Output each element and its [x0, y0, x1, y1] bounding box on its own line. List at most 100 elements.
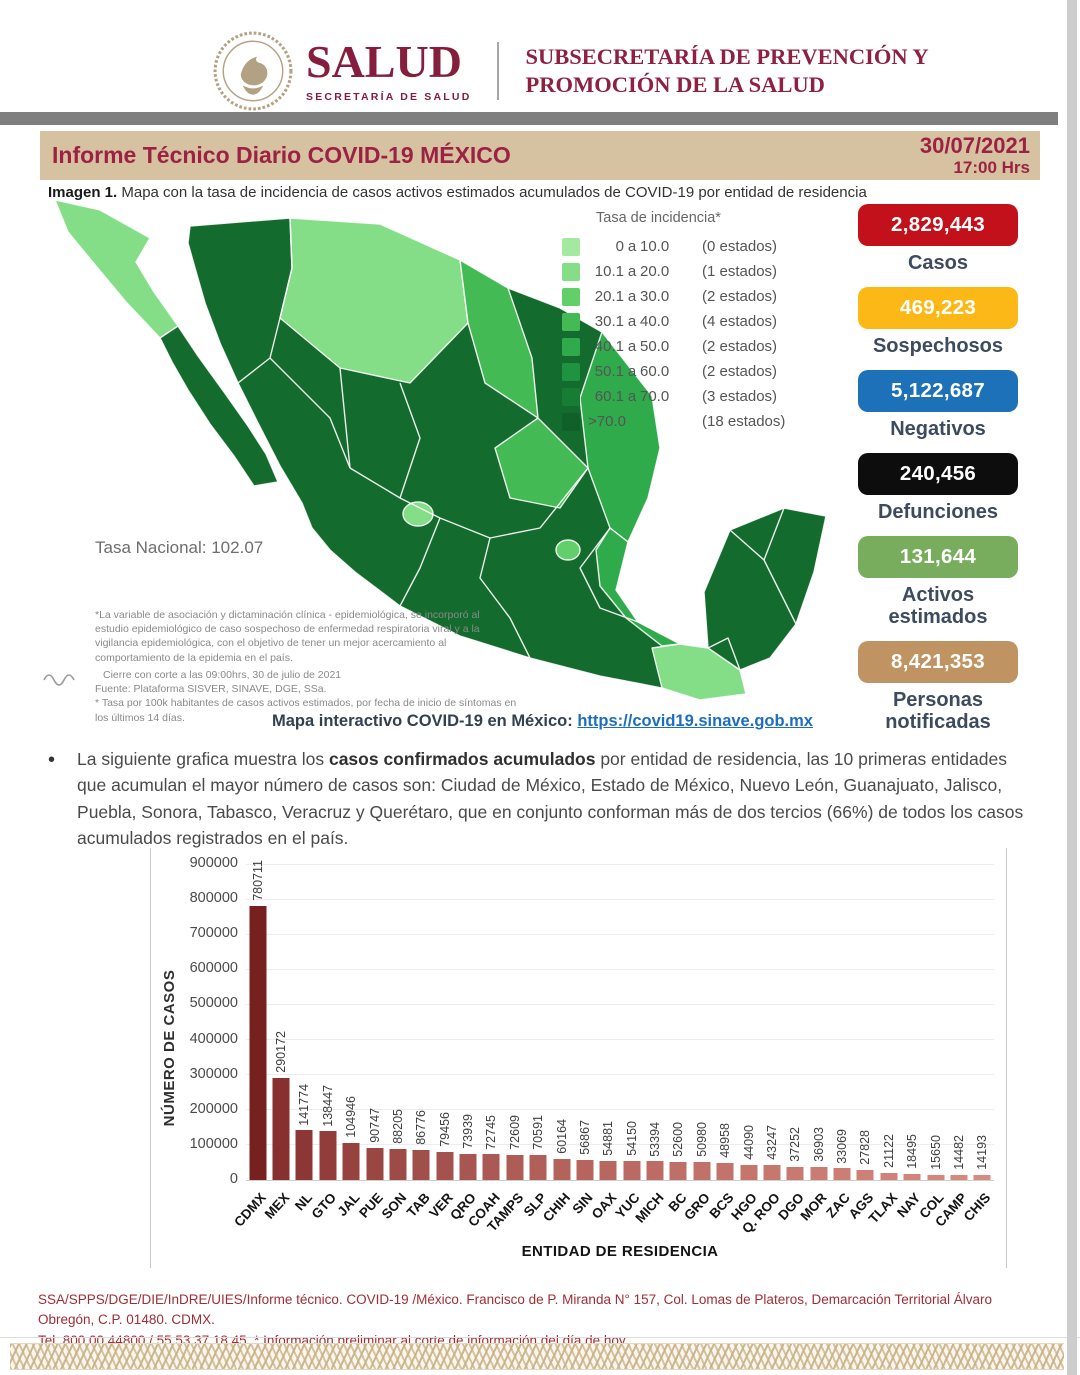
bar-category-label: MEX [261, 1190, 293, 1222]
sinave-link[interactable]: https://covid19.sinave.gob.mx [577, 712, 813, 730]
bar-value-label: 60164 [554, 1119, 569, 1154]
chart-gridline [246, 898, 994, 900]
bar-category-label: PUE [355, 1190, 386, 1221]
bar-value-label: 138447 [320, 1084, 335, 1127]
subsecretaria-title: SUBSECRETARÍA DE PREVENCIÓN Y PROMOCIÓN … [525, 43, 928, 99]
legend-row: 60.1 a 70.0 (3 estados) [562, 384, 802, 409]
gray-divider-bar [0, 112, 1058, 125]
bar-Q. ROO [763, 1164, 781, 1180]
bar-value-label: 52600 [671, 1121, 686, 1157]
bar-COAH [482, 1154, 500, 1180]
chart-column: 56867 SIN [570, 864, 596, 1216]
map-footnote-tasa: * Tasa por 100k habitantes de casos acti… [95, 697, 517, 724]
bar-DGO [786, 1166, 804, 1180]
legend-row: 50.1 a 60.0 (2 estados) [562, 359, 802, 384]
bar-category-label: GRO [681, 1190, 713, 1223]
legend-swatch [562, 262, 580, 281]
bar-ZAC [833, 1168, 851, 1180]
bar-value-label: 37252 [788, 1127, 803, 1162]
legend-row: >70.0 (18 estados) [562, 409, 802, 434]
chart-column: 60164 CHIH [539, 864, 573, 1224]
bar-value-label: 21122 [881, 1133, 896, 1168]
legend-swatch [562, 387, 580, 406]
legend-row: 20.1 a 30.0 (2 estados) [562, 284, 802, 309]
legend-rows: 0 a 10.0 (0 estados) 10.1 a 20.0 (1 estados) 20.… [562, 234, 802, 434]
bar-value-label: 18495 [905, 1133, 920, 1169]
chart-column: 33069 ZAC [823, 864, 853, 1221]
bar-value-label: 14193 [975, 1135, 990, 1171]
chart-column: 138447 GTO [308, 864, 339, 1222]
chart-column: 14193 CHIS [961, 864, 994, 1224]
stat-label: Negativos [890, 418, 986, 440]
legend-state-count: (0 estados) [702, 238, 778, 255]
salud-seal-icon [213, 31, 293, 111]
bar-GRO [693, 1162, 711, 1180]
stat-badge: 8,421,353 [858, 641, 1018, 683]
stat-item: 240,456 Defunciones [858, 453, 1018, 523]
map-legend: Tasa de incidencia* 0 a 10.0 (0 estados) 10.… [562, 210, 802, 434]
stat-badge: 2,829,443 [858, 204, 1018, 246]
subsecretaria-line2: PROMOCIÓN DE LA SALUD [525, 72, 825, 97]
bar-value-label: 14482 [951, 1135, 966, 1170]
legend-row: 40.1 a 50.0 (2 estados) [562, 334, 802, 359]
chart-column: 90747 PUE [356, 864, 386, 1220]
chart-column: 14482 CAMP [932, 864, 970, 1229]
footer-rule [0, 1337, 1080, 1338]
map-aguascalientes [402, 501, 434, 527]
bar-QRO [459, 1154, 477, 1180]
legend-range-from: 0 [615, 238, 624, 255]
chart-column: 43247 Q. ROO [739, 864, 783, 1236]
legend-state-count: (3 estados) [702, 388, 778, 405]
chart-gridline [246, 1074, 994, 1076]
chart-y-tick: 300000 [189, 1065, 238, 1082]
bar-value-label: 290172 [274, 1031, 289, 1074]
bar-value-label: 50980 [694, 1122, 709, 1158]
legend-range-to: 40.0 [640, 313, 670, 330]
legend-range-sep: a [627, 313, 637, 330]
legend-range-to: 70.0 [640, 388, 670, 405]
bar-AGS [856, 1170, 874, 1180]
bar-category-label: SON [378, 1190, 410, 1222]
cases-bar-chart: NÚMERO DE CASOS 0 100000 200000 300000 40000… [150, 848, 1007, 1268]
summary-segment: La siguiente grafica muestra los [77, 749, 329, 769]
subsecretaria-line1: SUBSECRETARÍA DE PREVENCIÓN Y [525, 43, 929, 69]
legend-range-to: 50.0 [640, 338, 670, 355]
summary-paragraph: • La siguiente grafica muestra los casos… [48, 746, 1040, 851]
chart-y-tick: 0 [229, 1171, 238, 1187]
bar-value-label: 44090 [741, 1124, 756, 1160]
brand-block: SALUD SECRETARÍA DE SALUD [306, 39, 471, 104]
legend-range-from: 30.1 [594, 313, 624, 330]
chart-y-tick: 500000 [189, 995, 238, 1012]
bar-TLAX [880, 1172, 898, 1180]
stat-item: 469,223 Sospechosos [858, 287, 1018, 357]
chart-column: 27828 AGS [846, 864, 877, 1221]
page-title: Informe Técnico Diario COVID-19 MÉXICO [52, 142, 511, 168]
bar-value-label: 72609 [507, 1114, 522, 1150]
stat-badge: 469,223 [858, 287, 1018, 329]
legend-range-sep: a [627, 363, 637, 380]
chart-gridline [246, 1144, 994, 1146]
legend-range-from: 10.1 [594, 263, 624, 280]
chart-y-tick: 100000 [189, 1135, 238, 1152]
bar-category-label: CHIS [960, 1190, 994, 1225]
bar-value-label: 88205 [390, 1109, 405, 1145]
chart-y-tick: 600000 [189, 960, 238, 977]
bar-SON [389, 1149, 407, 1180]
bar-CAMP [950, 1174, 968, 1180]
map-baja-california [54, 199, 179, 339]
bar-PUE [366, 1148, 384, 1180]
bar-value-label: 86776 [414, 1109, 429, 1145]
mexico-choropleth-map [43, 199, 827, 701]
bar-value-label: 43247 [764, 1125, 779, 1160]
legend-state-count: (2 estados) [702, 338, 778, 355]
chart-column: 21122 TLAX [865, 864, 900, 1226]
report-time: 17:00 Hrs [953, 158, 1030, 178]
bar-CHIH [553, 1158, 571, 1180]
chart-column: 37252 DGO [775, 864, 807, 1223]
stat-item: 5,122,687 Negativos [858, 370, 1018, 440]
map-footnote-fuente: Fuente: Plataforma SISVER, SINAVE, DGE, … [95, 683, 327, 696]
legend-state-count: (4 estados) [702, 313, 778, 330]
legend-swatch [562, 237, 580, 256]
map-veracruz [595, 527, 681, 647]
chart-gridline [246, 1109, 994, 1111]
